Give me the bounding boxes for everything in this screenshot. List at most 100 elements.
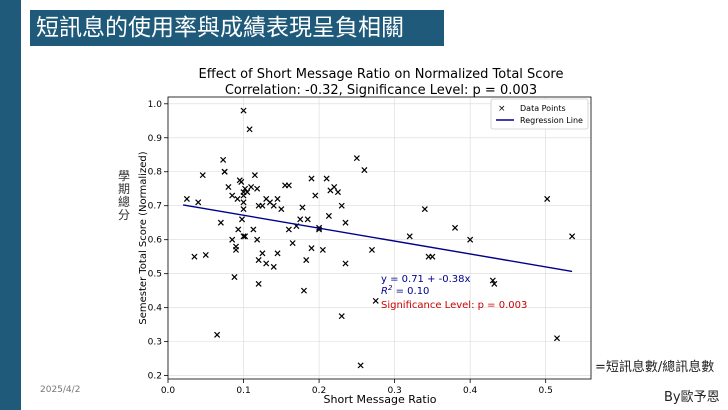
data-point bbox=[225, 184, 232, 191]
data-point bbox=[361, 167, 368, 174]
data-point bbox=[304, 216, 311, 223]
data-point bbox=[300, 287, 307, 294]
y-tick-label: 0.5 bbox=[148, 270, 162, 280]
regression-line bbox=[182, 204, 573, 273]
plot-area-frame bbox=[167, 96, 592, 380]
data-point bbox=[248, 184, 255, 191]
author-credit: By歐予恩 bbox=[664, 390, 720, 405]
data-point bbox=[421, 206, 428, 213]
data-point bbox=[199, 172, 206, 179]
y-axis-label: Semester Total Score (Normalized) bbox=[138, 151, 149, 324]
data-point bbox=[234, 195, 241, 202]
x-tick-label: 0.2 bbox=[312, 386, 326, 396]
y-tick-label: 0.2 bbox=[148, 372, 162, 382]
legend-entry-line: Regression Line bbox=[520, 116, 583, 125]
data-point bbox=[240, 199, 247, 206]
y-tick-label: 0.4 bbox=[148, 304, 163, 314]
data-point bbox=[274, 195, 281, 202]
data-point bbox=[569, 233, 576, 240]
data-point bbox=[406, 233, 413, 240]
x-tick-label: 0.0 bbox=[161, 386, 176, 396]
data-point bbox=[254, 185, 261, 192]
data-point bbox=[229, 192, 236, 199]
legend-box bbox=[490, 98, 589, 130]
data-point bbox=[489, 277, 496, 284]
y-tick-label: 1.0 bbox=[148, 100, 163, 110]
ratio-formula-note: =短訊息數/總訊息數 bbox=[595, 360, 715, 375]
data-point bbox=[244, 189, 251, 196]
data-point bbox=[239, 216, 246, 223]
data-point bbox=[221, 168, 228, 175]
x-tick-label: 0.4 bbox=[463, 386, 478, 396]
data-point bbox=[240, 206, 247, 213]
x-tick-label: 0.5 bbox=[539, 386, 553, 396]
r2-symbol: R bbox=[381, 286, 388, 297]
slide-accent-bar bbox=[0, 0, 21, 410]
data-point bbox=[274, 250, 281, 257]
data-point bbox=[334, 189, 341, 196]
data-points bbox=[183, 107, 576, 369]
data-point bbox=[368, 246, 375, 253]
data-point bbox=[342, 219, 349, 226]
data-point bbox=[338, 313, 345, 320]
data-point bbox=[238, 178, 245, 185]
data-point bbox=[251, 172, 258, 179]
data-point bbox=[452, 224, 459, 231]
y-axis-side-label: 學期總分 bbox=[117, 169, 130, 222]
r2-annotation: R2 = 0.10 bbox=[381, 284, 429, 297]
x-axis-label: Short Message Ratio bbox=[324, 393, 437, 406]
data-point bbox=[270, 202, 277, 209]
data-point bbox=[231, 274, 238, 281]
slide-date: 2025/4/2 bbox=[40, 385, 81, 395]
data-point bbox=[214, 331, 221, 338]
x-tick-label: 0.1 bbox=[236, 386, 250, 396]
data-point bbox=[240, 107, 247, 114]
legend-entry-points: Data Points bbox=[520, 104, 566, 113]
data-point bbox=[338, 202, 345, 209]
data-point bbox=[308, 175, 315, 182]
x-tick-label: 0.3 bbox=[387, 386, 401, 396]
data-point bbox=[319, 246, 326, 253]
r2-exponent: 2 bbox=[388, 284, 393, 292]
data-point bbox=[325, 212, 332, 219]
data-point bbox=[255, 280, 262, 287]
grid-lines bbox=[167, 97, 591, 379]
data-point bbox=[246, 126, 253, 133]
data-point bbox=[285, 182, 292, 189]
significance-annotation: Significance Level: p = 0.003 bbox=[381, 300, 527, 311]
data-point bbox=[232, 243, 240, 250]
data-point bbox=[220, 156, 227, 163]
equation-annotation: y = 0.71 + -0.38x bbox=[381, 274, 471, 285]
legend: × Data Points Regression Line bbox=[490, 98, 589, 130]
data-point bbox=[259, 250, 266, 257]
data-point bbox=[263, 260, 270, 267]
data-point bbox=[289, 240, 296, 247]
data-point bbox=[544, 195, 551, 202]
data-point bbox=[491, 280, 498, 287]
data-point bbox=[299, 204, 306, 211]
data-point bbox=[278, 206, 285, 213]
slide-title: 短訊息的使用率與成績表現呈負相關 bbox=[30, 10, 444, 46]
y-tick-label: 0.3 bbox=[148, 338, 162, 348]
data-point bbox=[297, 216, 304, 223]
y-tick-label: 0.6 bbox=[148, 236, 163, 246]
data-point bbox=[254, 236, 261, 243]
data-point bbox=[229, 236, 236, 243]
chart-title: Effect of Short Message Ratio on Normali… bbox=[199, 67, 564, 82]
data-point bbox=[467, 236, 474, 243]
data-point bbox=[242, 185, 249, 192]
data-point bbox=[250, 226, 257, 233]
data-point bbox=[270, 263, 277, 270]
y-tick-label: 0.7 bbox=[148, 202, 162, 212]
y-tick-label: 0.9 bbox=[148, 134, 163, 144]
data-point bbox=[183, 195, 190, 202]
data-point bbox=[357, 362, 364, 369]
data-point bbox=[235, 226, 242, 233]
y-tick-label: 0.8 bbox=[148, 168, 163, 178]
r2-value: = 0.10 bbox=[392, 286, 429, 297]
data-point bbox=[195, 199, 202, 206]
data-point bbox=[285, 226, 292, 233]
data-point bbox=[312, 192, 319, 199]
data-point bbox=[353, 155, 360, 162]
